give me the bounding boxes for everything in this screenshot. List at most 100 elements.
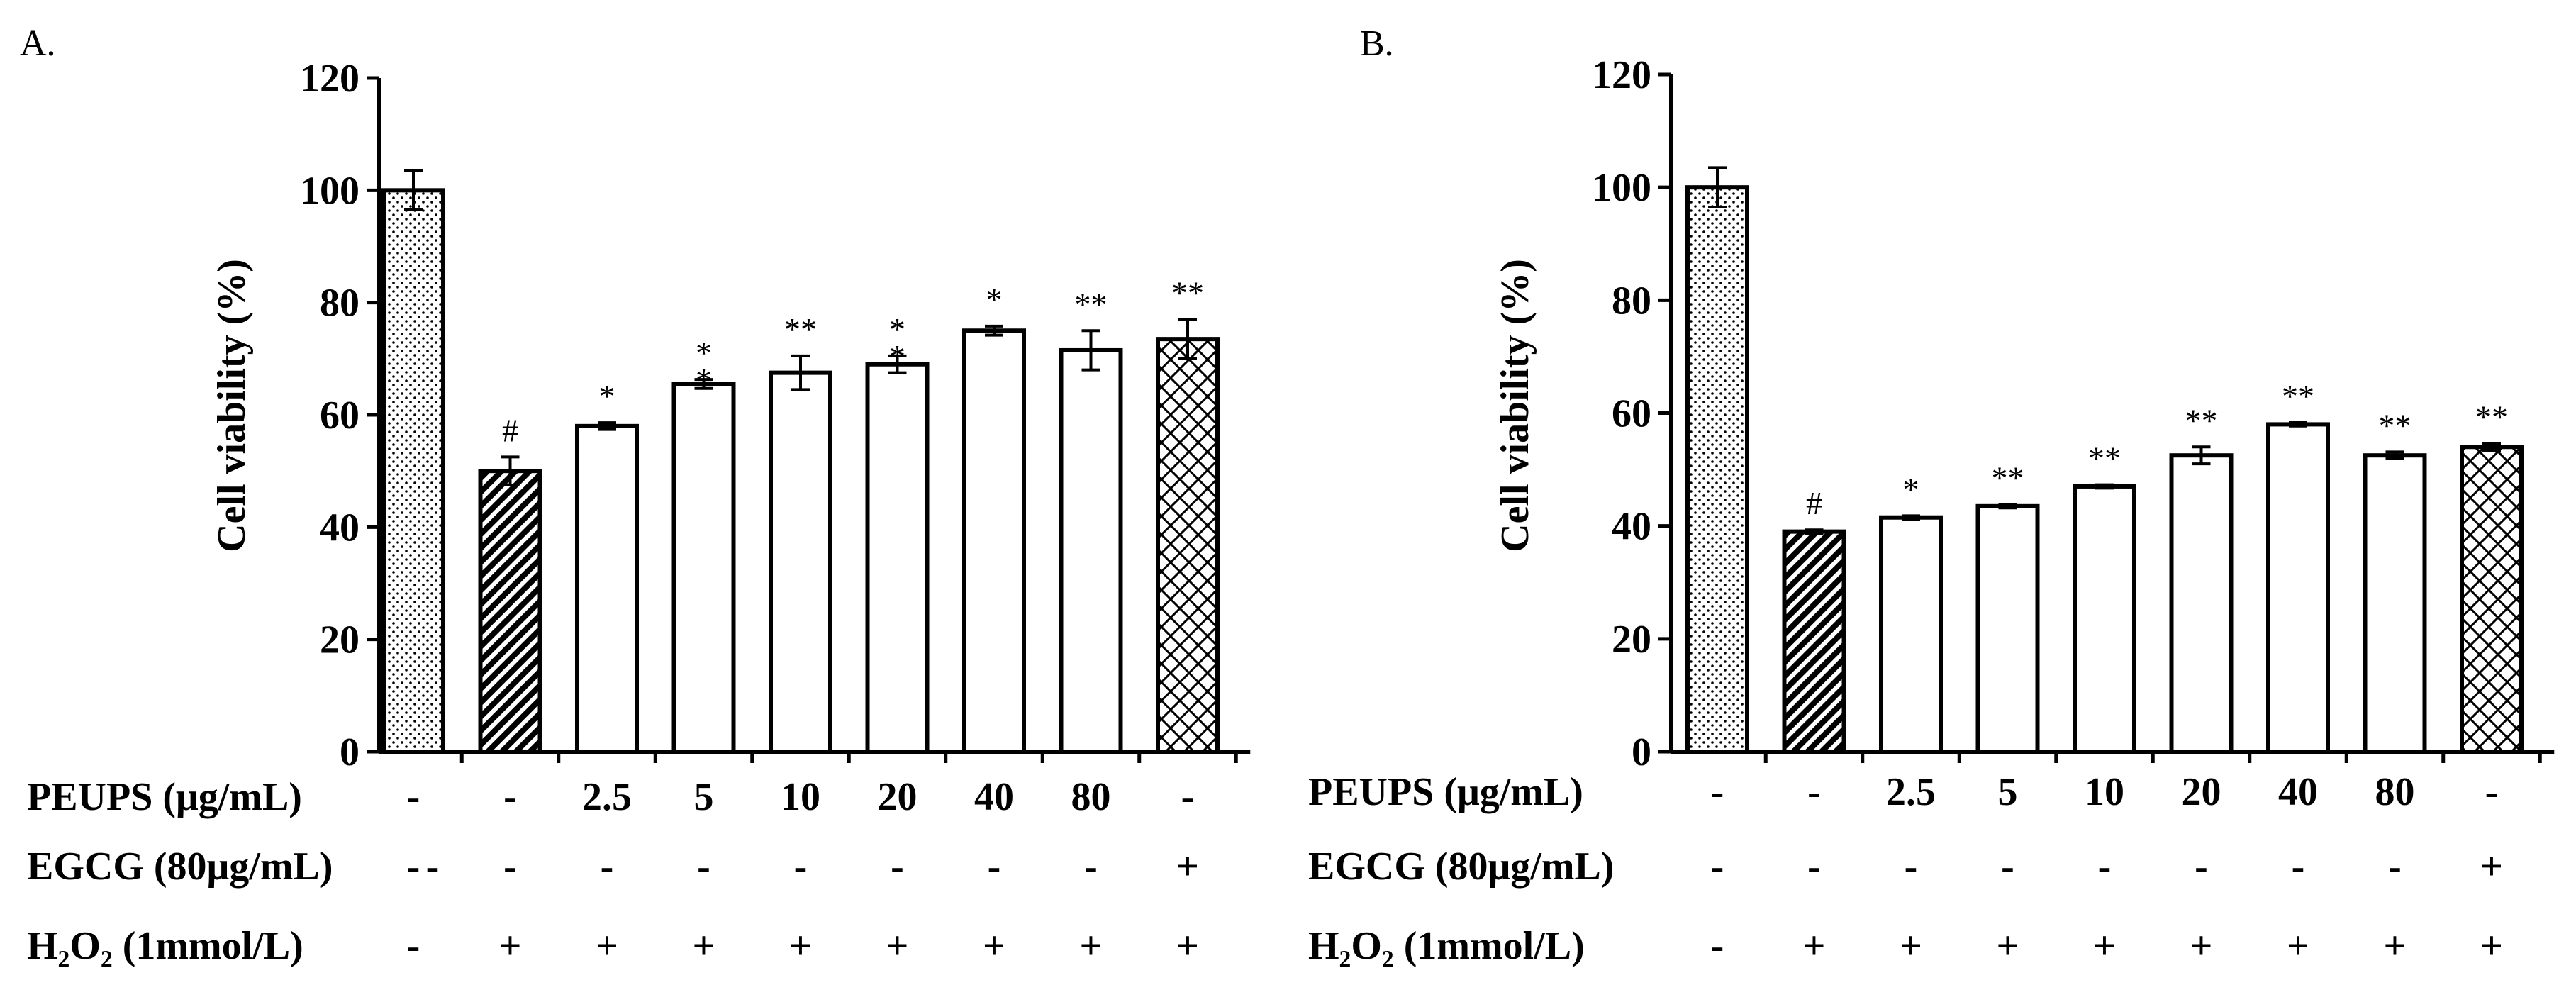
condition-cell: + [2093, 924, 2116, 968]
significance-marker: * [1903, 471, 1919, 507]
significance-marker: * [599, 378, 615, 414]
condition-cell: - [503, 845, 517, 889]
y-tick-label: 120 [300, 57, 359, 101]
y-tick-label: 100 [300, 169, 359, 213]
error-bar [2095, 483, 2114, 490]
condition-cell: 2.5 [582, 775, 632, 819]
condition-cell: - [794, 845, 808, 889]
condition-cell: 10 [2085, 770, 2124, 814]
significance-marker: * [889, 338, 905, 374]
bar [381, 188, 445, 755]
condition-label: EGCG (80μg/mL) [1308, 845, 1615, 889]
condition-cell: + [499, 924, 522, 968]
error-bar [1178, 318, 1197, 360]
condition-cell: + [2287, 924, 2309, 968]
y-axis-label: Cell viability (%) [1493, 259, 1537, 552]
condition-cell: - [891, 845, 904, 889]
y-tick-label: 20 [320, 618, 359, 662]
error-bar [1998, 503, 2017, 510]
condition-cell: 10 [781, 775, 820, 819]
condition-cell: + [789, 924, 812, 968]
condition-cell: - [1807, 770, 1821, 814]
condition-cell: + [886, 924, 909, 968]
bar [2266, 422, 2330, 755]
condition-cell: - [2098, 845, 2112, 889]
significance-marker: ** [784, 311, 817, 347]
error-bar [985, 324, 1003, 337]
bar [1685, 185, 1749, 754]
condition-cell: + [693, 924, 715, 968]
condition-cell: 5 [694, 775, 714, 819]
condition-cell: - [2292, 845, 2305, 889]
condition-cell: + [2384, 924, 2407, 968]
condition-cell: - [1181, 775, 1195, 819]
bar [671, 382, 736, 754]
significance-marker: * [986, 282, 1003, 318]
significance-marker: ** [1992, 460, 2024, 496]
axes: 0 20 40 60 80 100 120 [300, 57, 1251, 774]
condition-cell: - [503, 775, 517, 819]
bar [2169, 453, 2234, 754]
condition-cell: + [596, 924, 618, 968]
significance-marker: * [889, 311, 905, 347]
error-bar [694, 378, 713, 390]
significance-marker: * [696, 362, 712, 398]
condition-cell: 20 [2182, 770, 2221, 814]
error-bar [598, 421, 616, 431]
condition-table: PEUPS (μg/mL) - -2.5 5 10 20 40 80 -EGCG (80μg/m… [27, 775, 1199, 968]
bar [1879, 515, 1943, 755]
condition-cell: 20 [878, 775, 918, 819]
significance-marker: ** [2088, 440, 2121, 477]
bar [865, 362, 930, 754]
y-axis-label: Cell viability (%) [210, 259, 254, 552]
condition-cell: + [1176, 924, 1199, 968]
significance-marker: # [502, 412, 518, 448]
condition-cell: 80 [1071, 775, 1111, 819]
error-bar [1902, 514, 1920, 521]
condition-cell: + [2480, 924, 2503, 968]
condition-cell: - [988, 845, 1001, 889]
bars: # * ********** ** [1685, 166, 2524, 755]
condition-cell: - [1711, 845, 1724, 889]
condition-cell: 2.5 [1886, 770, 1936, 814]
condition-cell: - [1711, 924, 1724, 968]
error-bar [2385, 450, 2404, 460]
condition-cell: + [1997, 924, 2019, 968]
condition-cell: - [2195, 845, 2208, 889]
panel-label: B. [1360, 23, 1394, 64]
bar [1975, 503, 2040, 754]
condition-cell: - [2001, 845, 2014, 889]
y-tick-label: 0 [1632, 730, 1651, 774]
condition-table: PEUPS (μg/mL) - -2.5 5 10 20 40 80 -EGCG (80μg/m… [1308, 770, 2503, 968]
significance-marker: ** [2282, 378, 2314, 414]
condition-label: EGCG (80μg/mL) [27, 845, 333, 889]
y-tick-label: 0 [340, 730, 359, 774]
bar [2363, 453, 2427, 754]
condition-cell: + [1900, 924, 1922, 968]
bar [478, 469, 542, 755]
condition-cell: + [1176, 845, 1199, 889]
error-bar [791, 354, 810, 391]
bar [1782, 529, 1846, 754]
panel-a: A. Cell viability (%) 0 20 40 60 80 100 120 # *… [20, 23, 1251, 968]
condition-cell: - [1905, 845, 1918, 889]
condition-cell: 80 [2375, 770, 2415, 814]
condition-cell: - [407, 845, 420, 889]
condition-cell: - [1711, 770, 1724, 814]
y-tick-label: 80 [1612, 279, 1651, 323]
condition-cell: - [2485, 770, 2499, 814]
condition-cell: - [1084, 845, 1098, 889]
significance-marker: * [696, 335, 712, 371]
y-tick-label: 60 [1612, 392, 1651, 436]
condition-cell: 40 [974, 775, 1014, 819]
error-bar [2289, 421, 2307, 428]
condition-label-suffix: - [426, 845, 440, 889]
condition-cell: + [2480, 845, 2503, 889]
y-tick-label: 100 [1592, 166, 1651, 210]
bar [962, 328, 1026, 754]
condition-cell: + [2190, 924, 2213, 968]
bars: #***** *** ** ** [381, 169, 1220, 755]
condition-label: H₂O₂ (1mmol/L) [1308, 924, 1585, 968]
condition-cell: + [983, 924, 1005, 968]
